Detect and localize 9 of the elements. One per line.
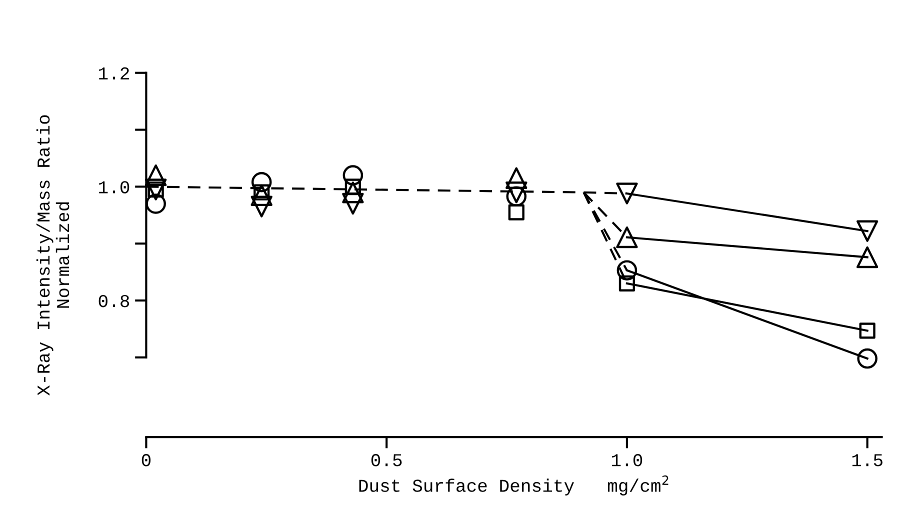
x-tick-label: 1.0 — [612, 454, 642, 466]
x-axis-title: Dust Surface Density mg/cm$^{2}$ — [359, 475, 668, 496]
y-tick-label: 0.8 — [98, 294, 130, 308]
y-tick-label: 1.2 — [99, 67, 129, 80]
y-axis-title: X-Ray Intensity/Mass Ratio Normalized — [36, 115, 70, 396]
x-tick-label: 0.5 — [371, 454, 402, 466]
x-tick-label: 1.5 — [852, 454, 882, 466]
y-tick-label: 1.0 — [99, 181, 130, 194]
x-tick-label: 0 — [142, 454, 151, 466]
